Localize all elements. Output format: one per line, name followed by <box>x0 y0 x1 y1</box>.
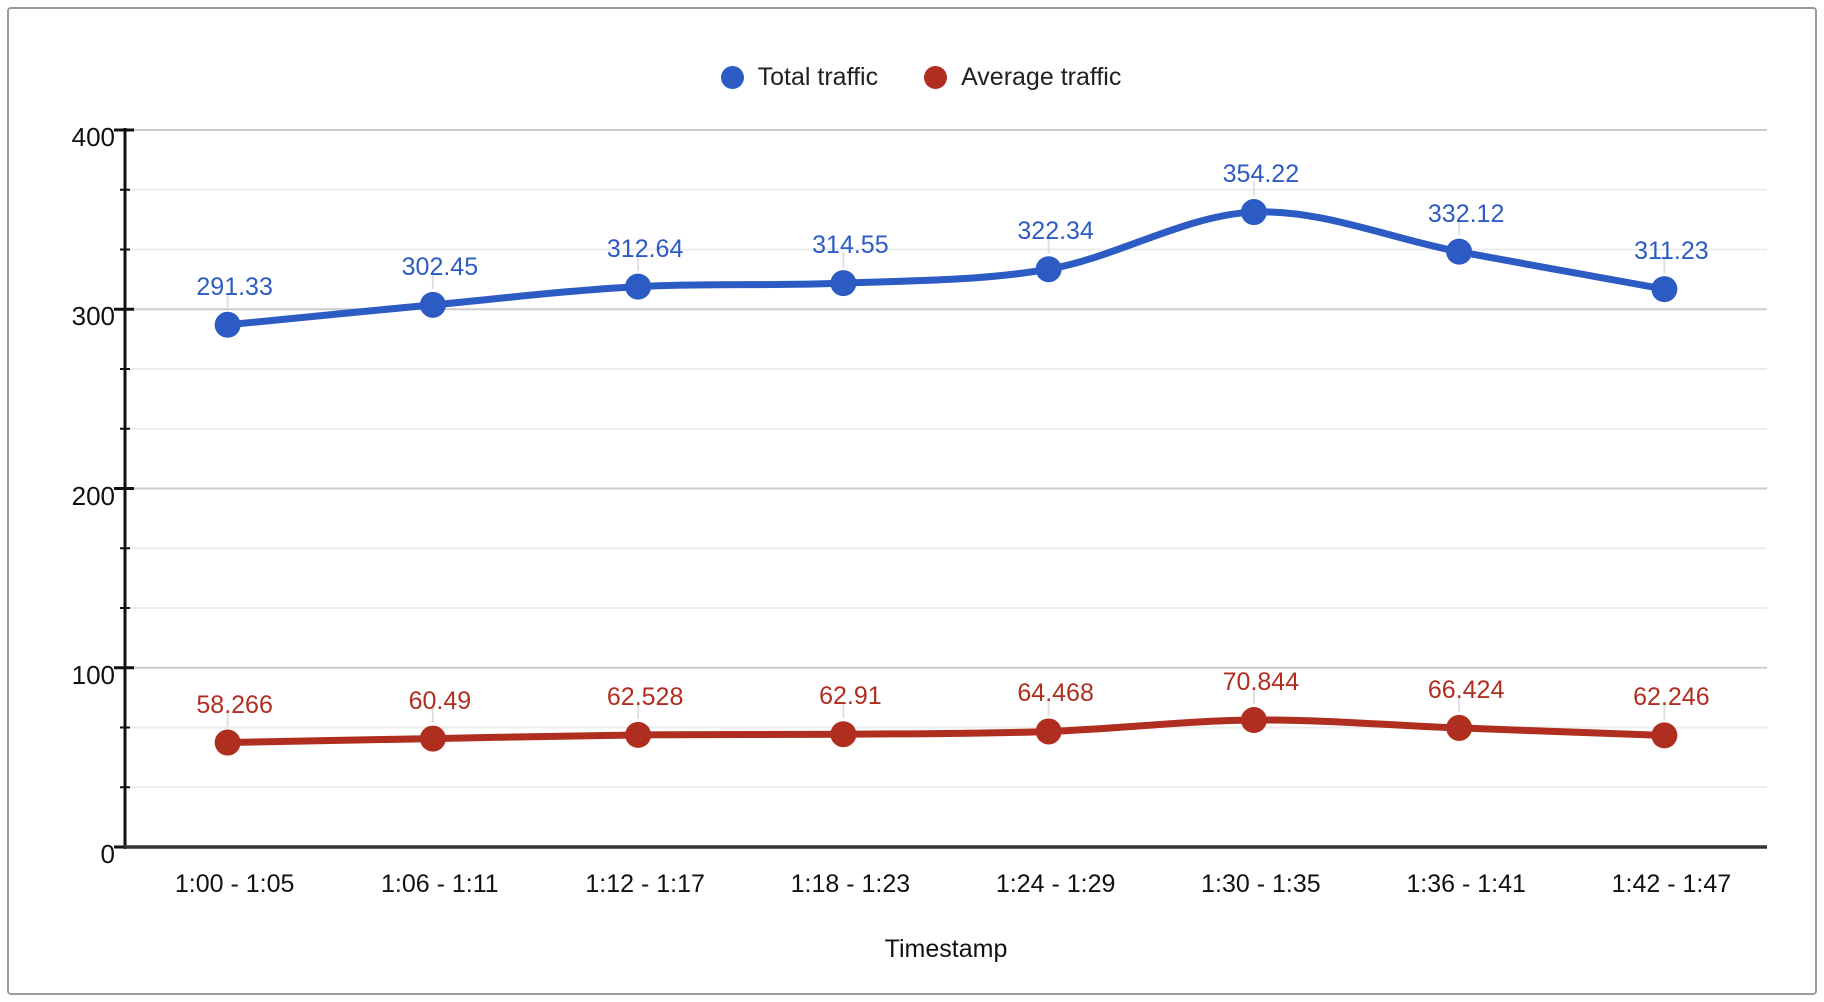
x-tick-label: 1:30 - 1:35 <box>1201 870 1321 898</box>
x-tick-label: 1:18 - 1:23 <box>790 870 911 898</box>
data-point[interactable] <box>214 729 241 756</box>
legend-dot-average-traffic-icon <box>924 65 948 89</box>
data-point[interactable] <box>1446 714 1473 741</box>
data-point-label: 312.64 <box>606 234 684 263</box>
legend-label-average-traffic: Average traffic <box>961 62 1122 91</box>
data-point-label: 60.49 <box>408 686 472 715</box>
data-point[interactable] <box>1446 238 1473 265</box>
data-point[interactable] <box>1240 707 1267 734</box>
data-point-label: 58.266 <box>196 690 273 719</box>
data-point[interactable] <box>830 270 857 297</box>
data-point[interactable] <box>1035 718 1062 745</box>
x-tick-label: 1:12 - 1:17 <box>585 870 705 898</box>
x-tick-label: 1:06 - 1:11 <box>381 870 499 898</box>
data-point-label: 302.45 <box>401 252 479 281</box>
legend-dot-total-traffic-icon <box>720 65 744 89</box>
data-point-label: 70.844 <box>1222 668 1300 696</box>
y-tick-label: 100 <box>71 659 115 690</box>
data-point[interactable] <box>1240 199 1267 226</box>
data-point-label: 62.246 <box>1633 683 1710 712</box>
series-line-total-traffic <box>224 208 1668 329</box>
plot-area <box>114 128 1767 849</box>
y-tick-label: 300 <box>71 301 115 332</box>
data-point-label: 64.468 <box>1017 679 1094 708</box>
data-point[interactable] <box>214 311 241 338</box>
data-point-label: 354.22 <box>1222 160 1300 189</box>
legend-label-total-traffic: Total traffic <box>757 62 879 91</box>
legend-item-total-traffic: Total traffic <box>720 62 879 92</box>
x-axis-title: Timestamp <box>884 935 1008 963</box>
data-point-label: 322.34 <box>1017 217 1094 246</box>
data-point[interactable] <box>419 725 446 752</box>
y-tick-label: 400 <box>71 122 115 152</box>
data-point-label: 291.33 <box>196 272 273 301</box>
legend-item-average-traffic: Average traffic <box>924 63 1121 92</box>
data-point[interactable] <box>625 721 652 748</box>
data-point[interactable] <box>1651 276 1678 303</box>
y-tick-label: 0 <box>100 839 115 869</box>
data-point-label: 62.528 <box>606 682 684 711</box>
chart-card[interactable]: Total traffic Average traffic 400 300 200 1… <box>7 7 1817 995</box>
x-tick-label: 1:00 - 1:05 <box>174 870 295 898</box>
legend: Total traffic Average traffic <box>9 59 1824 95</box>
data-point[interactable] <box>830 721 857 748</box>
data-point[interactable] <box>1651 722 1678 749</box>
data-point[interactable] <box>1035 256 1062 283</box>
data-point-label: 314.55 <box>812 231 889 260</box>
series-line-average-traffic <box>224 716 1668 747</box>
x-tick-label: 1:36 - 1:41 <box>1406 870 1526 898</box>
data-point-label: 66.424 <box>1427 675 1505 704</box>
data-point-label: 332.12 <box>1427 199 1505 228</box>
x-tick-label: 1:24 - 1:29 <box>995 870 1116 898</box>
data-point-label: 62.91 <box>819 682 882 711</box>
data-point[interactable] <box>419 291 446 318</box>
data-point-label: 311.23 <box>1634 237 1709 266</box>
data-point[interactable] <box>625 273 652 300</box>
y-tick-label: 200 <box>71 480 115 511</box>
x-tick-label: 1:42 - 1:47 <box>1611 870 1732 898</box>
